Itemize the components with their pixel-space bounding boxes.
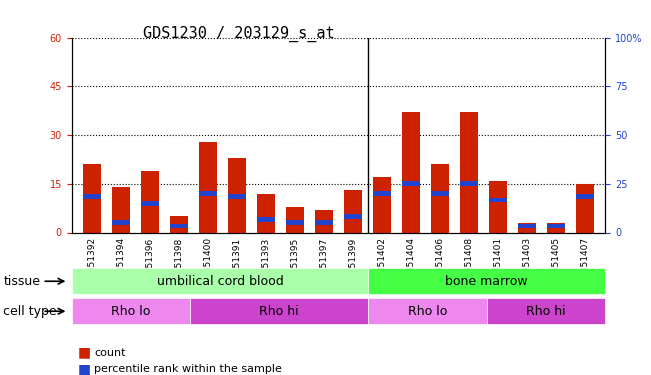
Bar [460,112,478,232]
Text: count: count [94,348,126,357]
Bar [83,194,101,199]
Bar [257,194,275,232]
Bar [141,201,159,206]
Bar [229,158,245,232]
Bar [141,171,159,232]
Bar [547,223,565,232]
Text: bone marrow: bone marrow [445,275,528,288]
Bar [171,216,187,232]
Bar [286,220,304,225]
Bar [432,191,449,196]
Bar [402,112,420,232]
Bar [547,224,565,228]
Bar [171,224,187,228]
Text: percentile rank within the sample: percentile rank within the sample [94,364,283,374]
Bar [518,224,536,228]
Text: ■: ■ [78,345,91,360]
Text: Rho lo: Rho lo [111,305,150,318]
Bar [315,220,333,225]
Text: GDS1230 / 203129_s_at: GDS1230 / 203129_s_at [143,26,335,42]
Bar [373,191,391,196]
Text: Rho hi: Rho hi [259,305,299,318]
Bar [432,164,449,232]
Bar [460,182,478,186]
Text: tissue: tissue [3,275,40,288]
Bar [518,223,536,232]
Bar [229,194,245,199]
Text: umbilical cord blood: umbilical cord blood [156,275,283,288]
Bar [576,184,594,232]
Bar [83,164,101,232]
Bar [199,191,217,196]
Bar [112,220,130,225]
Bar [315,210,333,232]
Bar [576,194,594,199]
Text: Rho lo: Rho lo [408,305,447,318]
Bar [402,182,420,186]
Bar [373,177,391,232]
Text: ■: ■ [78,362,91,375]
Text: Rho hi: Rho hi [526,305,566,318]
Bar [490,198,506,202]
Bar [490,180,506,232]
Bar [112,187,130,232]
Text: cell type: cell type [3,305,57,318]
Bar [257,217,275,222]
Bar [199,141,217,232]
Bar [286,207,304,232]
Bar [344,214,362,219]
Bar [344,190,362,232]
